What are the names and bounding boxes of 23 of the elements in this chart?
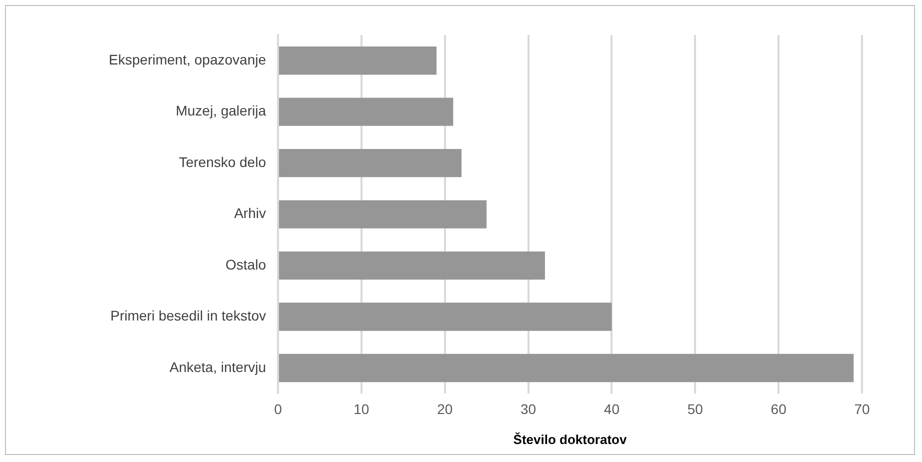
x-tick-label: 0 xyxy=(274,400,282,417)
y-tick-label: Primeri besedil in tekstov xyxy=(110,308,266,324)
x-tick-label: 60 xyxy=(770,400,787,417)
bar xyxy=(279,200,487,228)
x-tick-label: 50 xyxy=(687,400,704,417)
x-tick-label: 20 xyxy=(437,400,453,417)
y-tick-label: Terensko delo xyxy=(178,154,266,170)
y-tick-label: Anketa, intervju xyxy=(170,358,266,375)
bar xyxy=(279,251,545,280)
x-tick-label: 10 xyxy=(354,400,370,417)
bar xyxy=(279,98,454,126)
y-tick-label: Muzej, galerija xyxy=(176,102,266,119)
y-tick-label: Ostalo xyxy=(226,256,266,272)
bar xyxy=(279,354,854,382)
bar xyxy=(279,148,462,178)
bar xyxy=(279,46,437,75)
x-tick-label: 70 xyxy=(854,400,870,417)
y-tick-label: Eksperiment, opazovanje xyxy=(108,51,266,68)
bar xyxy=(279,302,612,331)
x-axis-title: Število doktoratov xyxy=(513,432,628,447)
x-tick-label: 40 xyxy=(604,400,620,417)
x-tick-label: 30 xyxy=(520,400,536,417)
y-tick-label: Arhiv xyxy=(234,205,266,222)
